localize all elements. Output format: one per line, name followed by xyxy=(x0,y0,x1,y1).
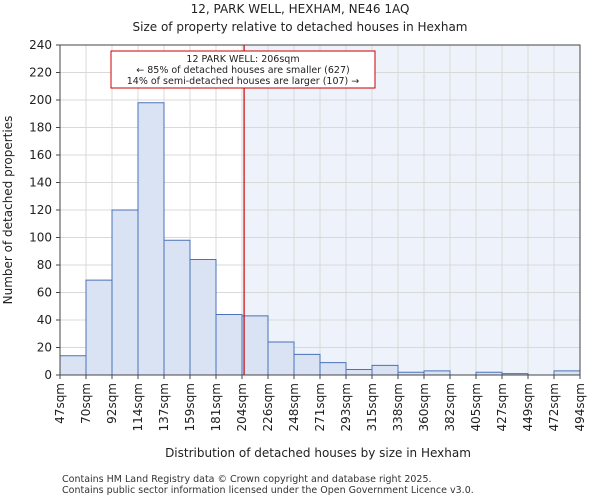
x-tick-label: 248sqm xyxy=(287,383,301,431)
y-tick-label: 120 xyxy=(29,203,52,217)
x-tick-label: 472sqm xyxy=(547,383,561,431)
x-tick-label: 271sqm xyxy=(313,383,327,431)
annotation-line-2: ← 85% of detached houses are smaller (62… xyxy=(136,65,349,76)
y-tick-label: 140 xyxy=(29,176,52,190)
bar-92sqm xyxy=(111,209,139,376)
x-tick-label: 70sqm xyxy=(79,383,93,424)
x-tick-label: 360sqm xyxy=(417,383,431,431)
bar-315sqm xyxy=(371,364,399,376)
bar-271sqm xyxy=(319,362,347,376)
x-tick-label: 47sqm xyxy=(53,383,67,424)
x-tick-label: 338sqm xyxy=(391,383,405,431)
bar-204sqm xyxy=(241,315,269,376)
y-tick-label: 160 xyxy=(29,148,52,162)
x-tick-label: 449sqm xyxy=(521,383,535,431)
x-axis-label: Distribution of detached houses by size … xyxy=(165,446,471,460)
x-tick-label: 494sqm xyxy=(573,383,587,431)
x-tick-label: 293sqm xyxy=(339,383,353,431)
y-tick-label: 220 xyxy=(29,66,52,80)
chart-title: 12, PARK WELL, HEXHAM, NE46 1AQ xyxy=(191,2,410,16)
bar-159sqm xyxy=(189,259,217,376)
y-tick-label: 0 xyxy=(44,368,52,382)
y-axis-label: Number of detached properties xyxy=(1,116,15,305)
x-tick-label: 382sqm xyxy=(443,383,457,431)
x-tick-label: 137sqm xyxy=(157,383,171,431)
bar-360sqm xyxy=(423,370,451,376)
x-tick-label: 159sqm xyxy=(183,383,197,431)
plot-area: 0 20 40 60 80 100 120 140 160 180 200 220 240 47sqm 70… xyxy=(29,38,587,431)
x-tick-label: 204sqm xyxy=(235,383,249,431)
y-tick-label: 180 xyxy=(29,121,52,135)
annotation-box xyxy=(110,50,376,89)
x-tick-label: 405sqm xyxy=(469,383,483,431)
x-tick-label: 427sqm xyxy=(495,383,509,431)
y-tick-label: 240 xyxy=(29,38,52,52)
x-tick-label: 114sqm xyxy=(131,383,145,431)
y-tick-label: 200 xyxy=(29,93,52,107)
annotation-line-3: 14% of semi-detached houses are larger (… xyxy=(127,76,360,87)
y-tick-label: 20 xyxy=(37,341,52,355)
annotation-line-1: 12 PARK WELL: 206sqm xyxy=(186,54,299,65)
y-tick-label: 40 xyxy=(37,313,52,327)
bar-181sqm xyxy=(215,314,243,376)
bar-114sqm xyxy=(137,102,165,376)
bar-47sqm xyxy=(59,355,87,376)
bar-137sqm xyxy=(163,239,191,376)
chart-subtitle: Size of property relative to detached ho… xyxy=(133,20,468,34)
bar-226sqm xyxy=(267,341,295,376)
bar-70sqm xyxy=(85,279,113,376)
x-tick-label: 181sqm xyxy=(209,383,223,431)
footer-licence: Contains public sector information licen… xyxy=(62,485,474,496)
bar-472sqm xyxy=(553,370,581,376)
bar-248sqm xyxy=(293,353,321,376)
x-tick-label: 92sqm xyxy=(105,383,119,424)
x-tick-label: 226sqm xyxy=(261,383,275,431)
y-tick-label: 80 xyxy=(37,258,52,272)
y-tick-label: 100 xyxy=(29,231,52,245)
y-tick-label: 60 xyxy=(37,286,52,300)
x-tick-label: 315sqm xyxy=(365,383,379,431)
bar-293sqm xyxy=(345,369,373,376)
footer-copyright: Contains HM Land Registry data © Crown c… xyxy=(62,474,432,485)
